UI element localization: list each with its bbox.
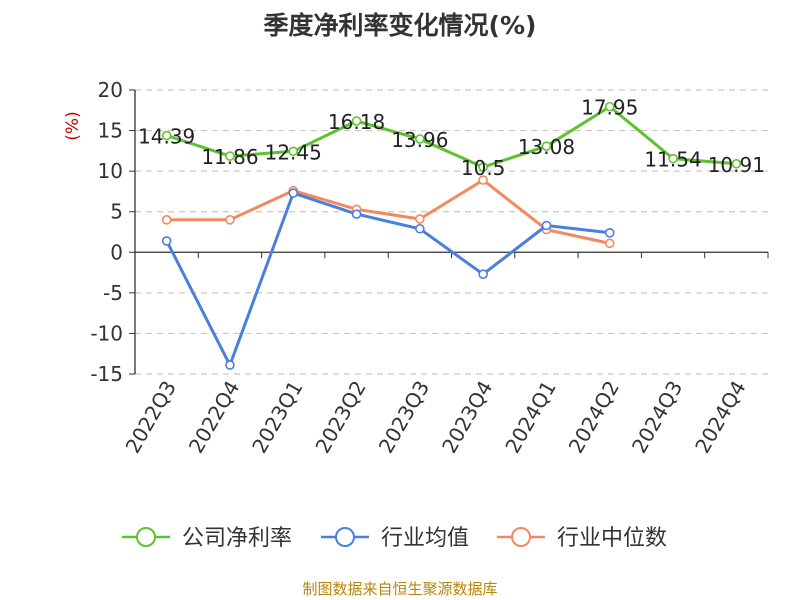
series-layer [161,101,742,370]
series-line [165,191,610,367]
chart-title: 季度净利率变化情况(%) [263,11,537,40]
legend-marker [335,527,355,547]
data-point [541,141,552,151]
data-label: 11.54 [644,148,701,172]
data-label: 10.91 [708,153,765,177]
y-tick-label: 20 [98,78,123,102]
x-tick-label: 2024Q2 [564,377,624,458]
x-tick-label: 2022Q3 [121,377,181,458]
data-point [604,238,615,249]
data-label: 14.39 [138,125,195,149]
data-point [225,215,235,225]
data-point [668,153,678,164]
data-point [351,209,362,219]
data-label: 12.45 [265,140,322,164]
x-tick-label: 2023Q1 [247,377,307,458]
x-tick-label: 2023Q4 [437,377,497,458]
data-point [351,116,362,126]
grid-layer [135,89,768,375]
data-label: 13.96 [391,128,448,152]
data-point [478,175,488,185]
data-label: 17.95 [581,96,638,120]
data-point [161,215,172,225]
data-label: 16.18 [328,110,385,134]
data-label: 10.5 [461,156,506,180]
data-point [604,101,615,112]
x-tick-label: 2023Q3 [374,377,434,458]
data-point [415,134,425,144]
data-point [225,360,235,370]
x-tick-label: 2024Q3 [627,377,687,458]
data-source-note: 制图数据来自恒生聚源数据库 [302,580,498,598]
data-point [225,151,235,161]
y-tick-label: 10 [98,159,123,183]
y-tick-label: -15 [90,362,123,386]
y-tick-label: 15 [98,119,123,143]
legend-marker [511,527,531,547]
legend-marker [136,527,156,547]
data-point [288,188,299,198]
data-point [415,214,425,224]
data-point [415,223,425,234]
legend-label: 公司净利率 [182,526,292,551]
data-label: 11.86 [201,145,258,169]
data-point [288,146,299,157]
data-point [161,130,172,141]
y-tick-label: 0 [110,240,123,264]
data-point [541,220,552,231]
x-tick-label: 2023Q2 [310,377,370,458]
legend-label: 行业中位数 [557,526,667,551]
series-line [166,178,611,245]
y-axis-unit-label: (%) [63,111,83,140]
legend: 公司净利率 行业均值 行业中位数 [122,526,667,551]
x-tick-label: 2022Q4 [184,377,244,458]
data-point [478,269,488,279]
y-tick-label: -10 [90,321,123,345]
data-point [161,236,172,246]
data-point [478,162,488,172]
legend-label: 行业均值 [381,526,469,551]
data-point [731,158,742,169]
y-tick-label: 5 [110,200,123,224]
x-tick-label: 2024Q4 [690,377,750,458]
data-point [604,228,615,238]
data-label: 13.08 [518,135,575,159]
series-line [166,105,737,169]
x-tick-label: 2024Q1 [500,377,560,458]
y-tick-label: -5 [103,281,123,305]
